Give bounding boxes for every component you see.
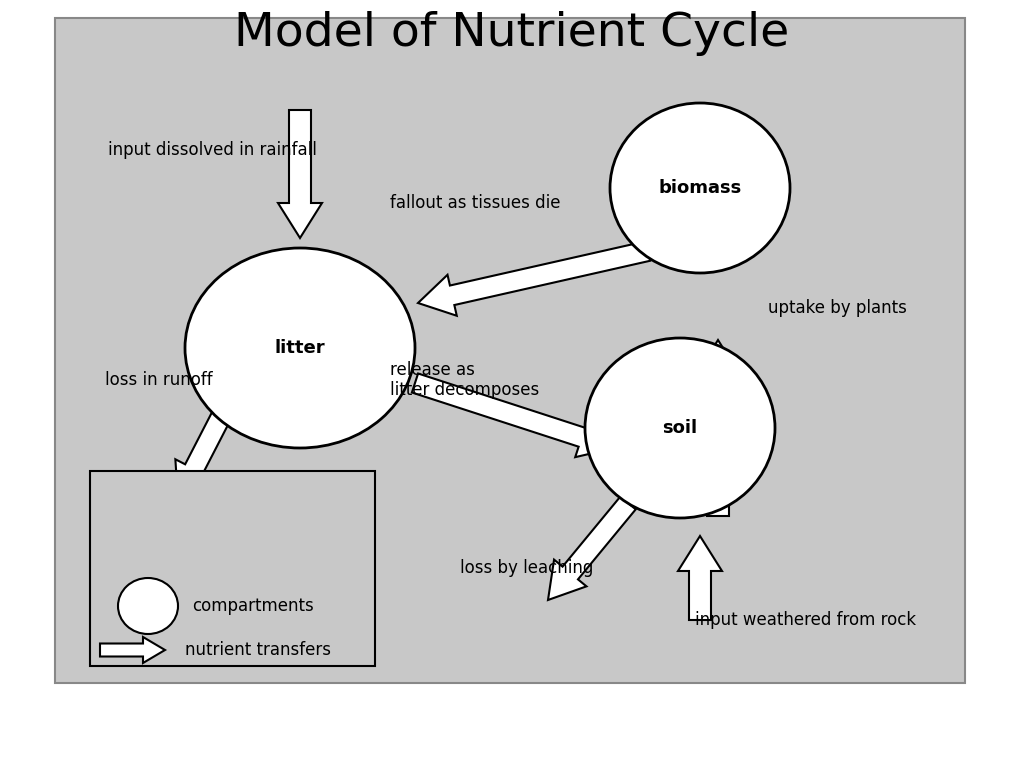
Text: soil: soil	[663, 419, 697, 437]
Ellipse shape	[610, 103, 790, 273]
FancyArrow shape	[412, 373, 615, 457]
Text: litter: litter	[274, 339, 326, 357]
Ellipse shape	[118, 578, 178, 634]
Text: Model of Nutrient Cycle: Model of Nutrient Cycle	[234, 11, 790, 55]
Text: loss by leaching: loss by leaching	[460, 559, 593, 577]
FancyArrow shape	[175, 399, 237, 500]
Text: biomass: biomass	[658, 179, 741, 197]
Bar	[55, 18, 965, 683]
FancyArrow shape	[696, 340, 740, 516]
Text: compartments: compartments	[193, 597, 313, 615]
FancyArrow shape	[278, 110, 322, 238]
Text: loss in runoff: loss in runoff	[105, 371, 213, 389]
Text: fallout as tissues die: fallout as tissues die	[390, 194, 560, 212]
Text: input dissolved in rainfall: input dissolved in rainfall	[108, 141, 316, 159]
Text: input weathered from rock: input weathered from rock	[695, 611, 916, 629]
FancyArrow shape	[100, 637, 165, 663]
Ellipse shape	[185, 248, 415, 448]
Text: release as
litter decomposes: release as litter decomposes	[390, 361, 540, 399]
FancyArrow shape	[418, 241, 650, 316]
Ellipse shape	[585, 338, 775, 518]
Text: uptake by plants: uptake by plants	[768, 299, 907, 317]
FancyArrow shape	[678, 536, 722, 620]
FancyArrow shape	[548, 497, 636, 600]
Bar	[90, 471, 375, 666]
Text: nutrient transfers: nutrient transfers	[185, 641, 331, 659]
